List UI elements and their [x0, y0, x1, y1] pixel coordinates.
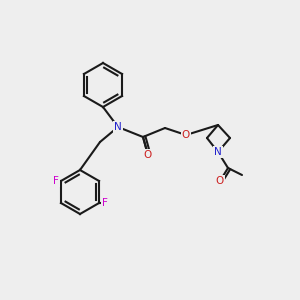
- Text: F: F: [102, 198, 108, 208]
- Text: O: O: [182, 130, 190, 140]
- Text: O: O: [216, 176, 224, 186]
- Text: N: N: [114, 122, 122, 132]
- Text: O: O: [144, 150, 152, 160]
- Text: F: F: [53, 176, 59, 186]
- Text: N: N: [214, 147, 222, 157]
